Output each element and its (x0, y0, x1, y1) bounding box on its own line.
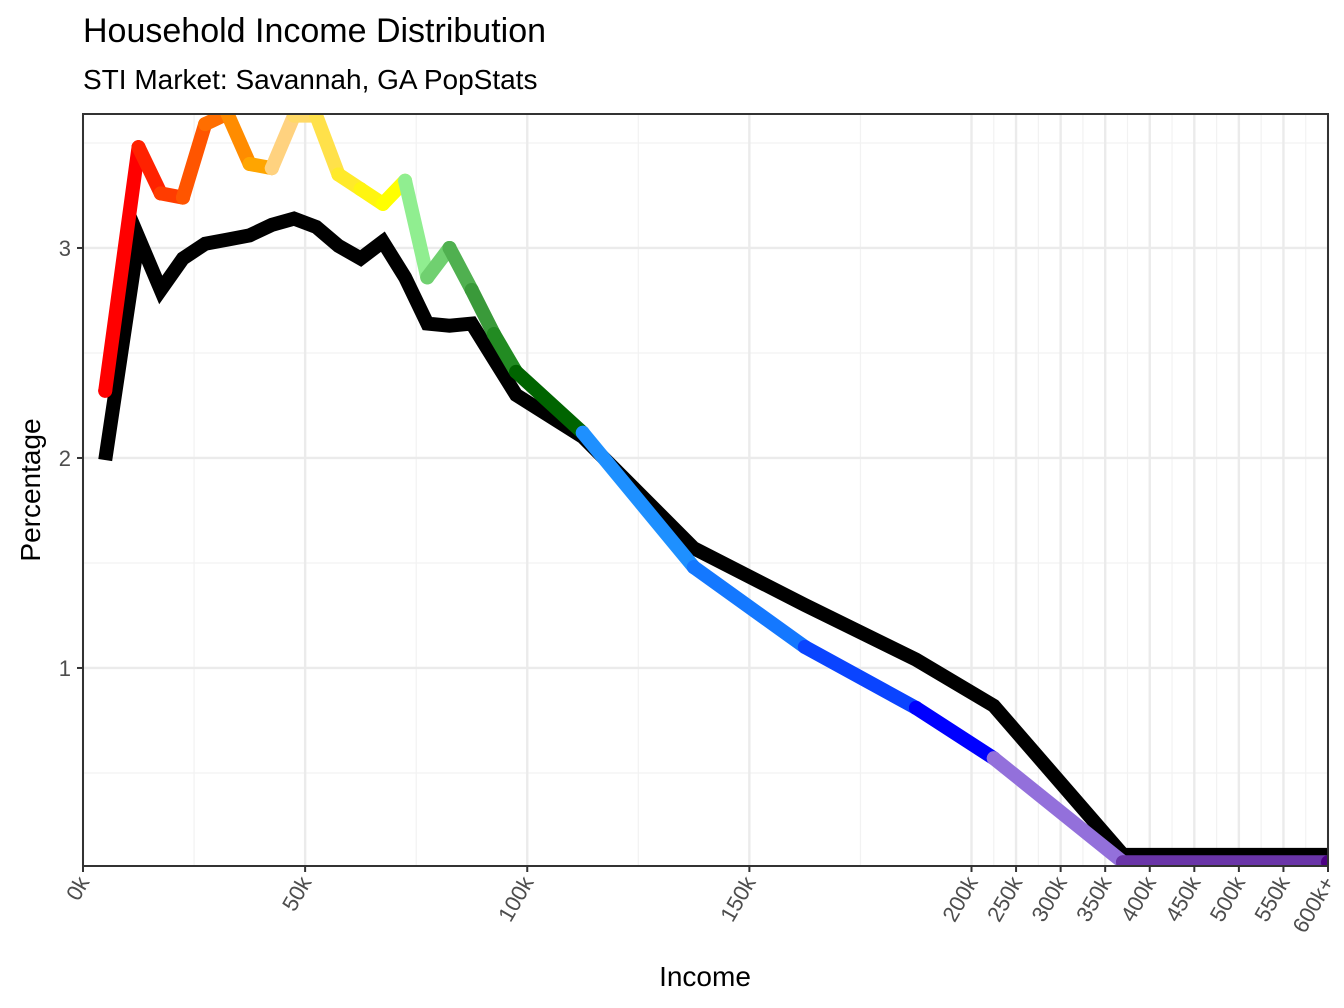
axes: 1 2 3 0k 50k 100k 150k 200k 250k 300k 350k 400k 450k… (59, 236, 1340, 937)
x-tick-label: 350k (1071, 871, 1117, 926)
data-point-sti-market (442, 240, 457, 255)
data-point-sti-market (175, 190, 190, 205)
data-point-sti-market (797, 639, 812, 654)
data-point-sti-market (131, 140, 146, 155)
series-lines (98, 114, 1328, 866)
data-point-sti-market (331, 167, 346, 182)
x-tick-label: 50k (277, 871, 317, 915)
data-point-sti-market (375, 196, 390, 211)
y-axis-title: Percentage (15, 418, 46, 561)
data-point-sti-market (242, 156, 257, 171)
chart-subtitle: STI Market: Savannah, GA PopStats (83, 64, 538, 95)
series-segment-sti-market (309, 114, 346, 182)
x-tick-label: 400k (1116, 871, 1162, 926)
data-point-sti-market (264, 161, 279, 176)
series-segment-sti-market (686, 560, 812, 654)
series-segment-sti-market (398, 173, 435, 285)
x-tick-label: 500k (1205, 871, 1251, 926)
data-point-sti-market (464, 282, 479, 297)
series-segment-sti-market (264, 114, 302, 176)
x-tick-label: 600k+ (1287, 872, 1339, 937)
x-tick-label: 450k (1160, 871, 1206, 926)
data-point-sti-market (1116, 855, 1131, 866)
x-axis-title: Income (659, 961, 751, 992)
series-segment-sti-market (509, 364, 590, 440)
series-segment-sti-market (908, 700, 1001, 766)
data-point-sti-market (420, 270, 435, 285)
data-point-sti-market (153, 186, 168, 201)
y-tick-label: 2 (59, 446, 71, 471)
data-point-sti-market (398, 173, 413, 188)
data-point-sti-market (220, 114, 235, 121)
data-point-sti-market (287, 114, 302, 123)
chart-title: Household Income Distribution (83, 12, 547, 50)
series-segment-sti-market (486, 327, 524, 379)
series-segment-sti-market (175, 117, 213, 205)
series-segment-sti-market (98, 140, 146, 398)
data-point-sti-market (509, 364, 524, 379)
data-point-sti-market (98, 383, 113, 398)
data-point-sti-market (686, 560, 701, 575)
y-tick-label: 1 (59, 656, 71, 681)
x-tick-label: 100k (493, 871, 539, 926)
x-tick-label: 0k (61, 871, 95, 904)
data-point-sti-market (486, 327, 501, 342)
data-point-sti-market (908, 700, 923, 715)
series-line-savannah (98, 211, 1328, 862)
series-segment-sti-market (442, 240, 479, 297)
x-tick-label: 200k (937, 871, 983, 926)
data-point-sti-market (986, 751, 1001, 766)
series-segment-sti-market (575, 425, 701, 575)
data-point-sti-market (198, 117, 213, 132)
series-segment-sti-market (797, 639, 923, 715)
data-point-sti-market (575, 425, 590, 440)
y-tick-label: 3 (59, 236, 71, 261)
data-point-sti-market (1321, 855, 1328, 866)
x-tick-label: 300k (1026, 871, 1072, 926)
data-point-sti-market (353, 182, 368, 197)
series-segment-sti-market (131, 140, 168, 201)
series-segment-sti-market (986, 751, 1131, 866)
plot-border (82, 113, 1329, 867)
series-segment-sti-market (220, 114, 257, 171)
x-tick-label: 250k (982, 871, 1028, 926)
x-tick-label: 150k (715, 871, 761, 926)
x-tick-label: 550k (1249, 871, 1295, 926)
series-segment-sti-market (464, 282, 501, 342)
data-point-sti-market (309, 114, 324, 123)
